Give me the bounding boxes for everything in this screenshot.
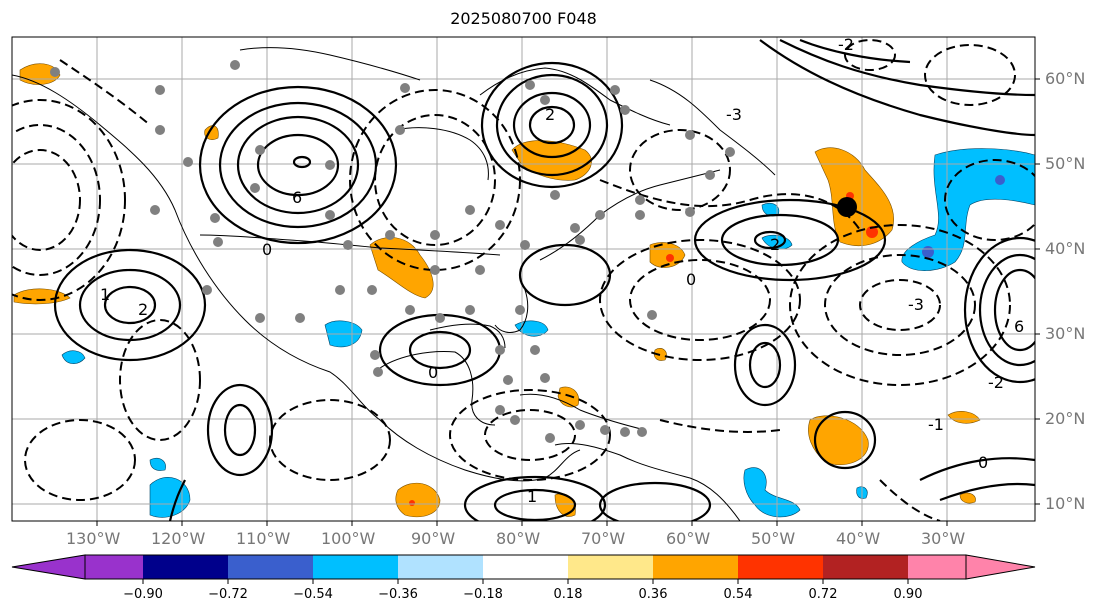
contour-label-m3b: -3: [726, 105, 742, 124]
contour-label-m1: -1: [928, 415, 944, 434]
contour-label-1a: 1: [100, 285, 110, 304]
contour-label-4: 6: [292, 188, 302, 207]
map-frame: [11, 36, 1036, 522]
lon-label-30: 30°W: [921, 529, 966, 548]
contour-label-m3: -3: [908, 295, 924, 314]
colorbar-left-extend: [11, 554, 86, 580]
contour-label-2a: 2: [138, 300, 148, 319]
colorbar-tick-label: −0.18: [463, 587, 503, 602]
contour-label-0b: 0: [428, 363, 438, 382]
colorbar-tick-label: 0.72: [808, 587, 838, 602]
colorbar-right-extend: [965, 554, 1036, 580]
lat-label-20: 20°N: [1045, 409, 1086, 428]
lat-label-40: 40°N: [1045, 239, 1086, 258]
contour-label-6: -2: [838, 35, 854, 54]
highlight-marker: [837, 197, 857, 217]
colorbar-tick-label: −0.72: [208, 587, 248, 602]
station-dots: [50, 60, 735, 443]
colorbar-tick-label: 0.54: [723, 587, 753, 602]
lon-ticks: [96, 521, 948, 526]
coastlines: [12, 47, 776, 521]
lat-label-60: 60°N: [1045, 69, 1086, 88]
lon-label-40: 40°W: [836, 529, 881, 548]
colorbar: [11, 554, 1036, 584]
lon-label-80: 80°W: [496, 529, 541, 548]
colorbar-tick-label: −0.36: [378, 587, 418, 602]
lon-label-110: 110°W: [236, 529, 291, 548]
contour-label-2c: 2: [770, 235, 780, 254]
negative-contours: [12, 39, 1035, 521]
lon-label-130: 130°W: [66, 529, 121, 548]
lon-label-50: 50°W: [751, 529, 796, 548]
contour-label-0a: 0: [262, 240, 272, 259]
contour-labels: 6 0 2 1 2 0 0 2 -3 6 1 -3 -2 -1 0 -2: [100, 35, 1024, 506]
contour-label-0d: 0: [978, 453, 988, 472]
contour-label-1b: 1: [527, 487, 537, 506]
colorbar-tick-label: 0.18: [553, 587, 583, 602]
lon-label-90: 90°W: [411, 529, 456, 548]
contour-label-m2: -2: [988, 373, 1004, 392]
lon-label-120: 120°W: [151, 529, 206, 548]
map-title: 2025080700 F048: [450, 9, 597, 28]
lat-ticks: [1035, 78, 1040, 505]
lon-label-60: 60°W: [666, 529, 711, 548]
colorbar-tick-label: −0.90: [123, 587, 163, 602]
contour-label-2b: 2: [545, 105, 555, 124]
colorbar-tick-label: −0.54: [293, 587, 333, 602]
graticule: [12, 37, 1035, 521]
lat-label-50: 50°N: [1045, 154, 1086, 173]
lon-label-70: 70°W: [581, 529, 626, 548]
lat-label-10: 10°N: [1045, 494, 1086, 513]
colorbar-tick-label: 0.90: [893, 587, 923, 602]
contour-label-0c: 0: [686, 270, 696, 289]
colorbar-tick-label: 0.36: [638, 587, 668, 602]
lat-label-30: 30°N: [1045, 324, 1086, 343]
contour-label-4b: 6: [1014, 317, 1024, 336]
lon-label-100: 100°W: [321, 529, 376, 548]
